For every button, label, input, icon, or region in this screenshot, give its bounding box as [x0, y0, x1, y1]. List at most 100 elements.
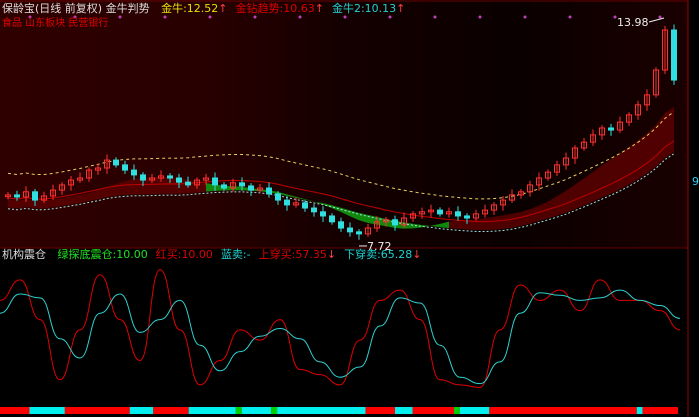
candle — [158, 175, 164, 179]
candle — [230, 182, 236, 189]
high-arrow-icon — [648, 17, 665, 23]
signal-dot — [28, 15, 32, 19]
signal-bar-segment — [0, 407, 30, 414]
candle — [356, 231, 362, 235]
candle — [608, 127, 614, 131]
candle — [509, 194, 515, 201]
trend-band-segment — [341, 207, 350, 217]
candle — [194, 179, 200, 186]
candle — [140, 174, 146, 181]
legend-item: 金牛2:10.13↑ — [332, 2, 405, 15]
trend-band-segment — [512, 211, 521, 228]
legend-value: 10.00 — [181, 248, 213, 261]
candle — [437, 209, 443, 215]
legend-value: 12.52 — [186, 2, 219, 15]
legend-item: 金牛:12.52↑ — [161, 2, 227, 15]
trend-band-segment — [35, 200, 44, 209]
candle — [14, 194, 20, 198]
lower-band-line — [7, 153, 675, 233]
candle — [302, 202, 308, 209]
candle — [77, 177, 83, 181]
trend-band-segment — [152, 176, 161, 194]
signal-dot — [613, 15, 617, 19]
trend-band-segment — [143, 177, 152, 195]
trend-band-segment — [584, 172, 593, 206]
candle — [266, 187, 272, 195]
legend-item: 绿探底震仓:10.00 — [58, 248, 148, 261]
candle — [536, 177, 542, 186]
signal-bar-segment — [129, 407, 154, 414]
high-price-label: 13.98 — [617, 16, 649, 29]
right-axis-label: 9 — [692, 175, 699, 188]
oscillator-header: 机构震仓 绿探底震仓:10.00 红买:10.00 蓝卖:- 上穿买:57.35↓ 下穿… — [2, 248, 422, 261]
legend-label: 红买: — [155, 248, 182, 261]
oscillator-fast-line — [0, 269, 681, 388]
legend-item: 上穿买:57.35↓ — [259, 248, 336, 261]
signal-dot — [298, 15, 302, 19]
trend-band-segment — [134, 178, 143, 195]
candle — [392, 219, 398, 226]
legend-item: 蓝卖:- — [221, 248, 251, 261]
trend-band-segment — [26, 199, 35, 209]
candle — [491, 204, 497, 211]
chart-title: 保龄宝(日线 前复权) 金牛判势 — [2, 2, 150, 15]
trend-band-segment — [125, 179, 134, 195]
candle — [563, 157, 569, 166]
candle — [446, 211, 452, 215]
oscillator-slow-line — [0, 289, 681, 385]
legend-label: 蓝卖: — [220, 248, 247, 261]
candle — [599, 127, 605, 136]
candle — [104, 159, 110, 169]
signal-dot — [343, 15, 347, 19]
candle — [311, 207, 317, 213]
header-bar: 保龄宝(日线 前复权) 金牛判势 金牛:12.52↑ 金钻趋势:10.63↑ 金牛2… — [2, 2, 405, 15]
candle — [131, 169, 137, 176]
candle — [95, 167, 101, 171]
trend-band-segment — [17, 199, 26, 209]
candle — [68, 179, 74, 186]
candle — [149, 177, 155, 181]
trend-band-segment — [80, 193, 89, 203]
trend-band-segment — [98, 186, 107, 200]
trend-band-segment — [629, 140, 638, 185]
trend-band-segment — [530, 205, 539, 224]
candle — [464, 215, 470, 219]
candle — [212, 177, 218, 186]
candle — [671, 29, 677, 81]
signal-bar-segment — [395, 407, 413, 414]
upper-band-line — [7, 111, 675, 200]
legend-label: 下穿卖: — [344, 248, 381, 261]
legend-item: 金钻趋势:10.63↑ — [236, 2, 324, 15]
candle — [59, 184, 65, 191]
signal-bar-segment — [412, 407, 454, 414]
candle — [221, 184, 227, 189]
candle — [284, 199, 290, 206]
candle — [482, 209, 488, 215]
signal-bar-segment — [459, 407, 490, 414]
signal-dot — [658, 15, 662, 19]
candle — [41, 195, 47, 201]
trend-band-segment — [566, 184, 575, 213]
legend-arrow: ↑ — [314, 2, 324, 15]
trend-band-segment — [620, 146, 629, 190]
candle — [320, 211, 326, 217]
candle — [32, 191, 38, 201]
legend-label: 上穿买: — [258, 248, 296, 261]
trend-band-segment — [116, 181, 125, 196]
candle — [590, 134, 596, 143]
candle — [455, 211, 461, 217]
signal-bar-segment — [235, 407, 242, 414]
signal-bar-segment — [29, 407, 65, 414]
legend-value: 10.13 — [364, 2, 397, 15]
trend-band-segment — [611, 153, 620, 194]
signal-dot — [568, 15, 572, 19]
candle — [383, 219, 389, 223]
trend-band-segment — [476, 218, 485, 231]
trend-band-segment — [593, 165, 602, 202]
signal-bar-segment — [453, 407, 460, 414]
signal-bar-segment — [271, 407, 278, 414]
candle — [500, 199, 506, 206]
candle — [113, 159, 119, 166]
legend-arrow: ↓ — [326, 248, 337, 261]
